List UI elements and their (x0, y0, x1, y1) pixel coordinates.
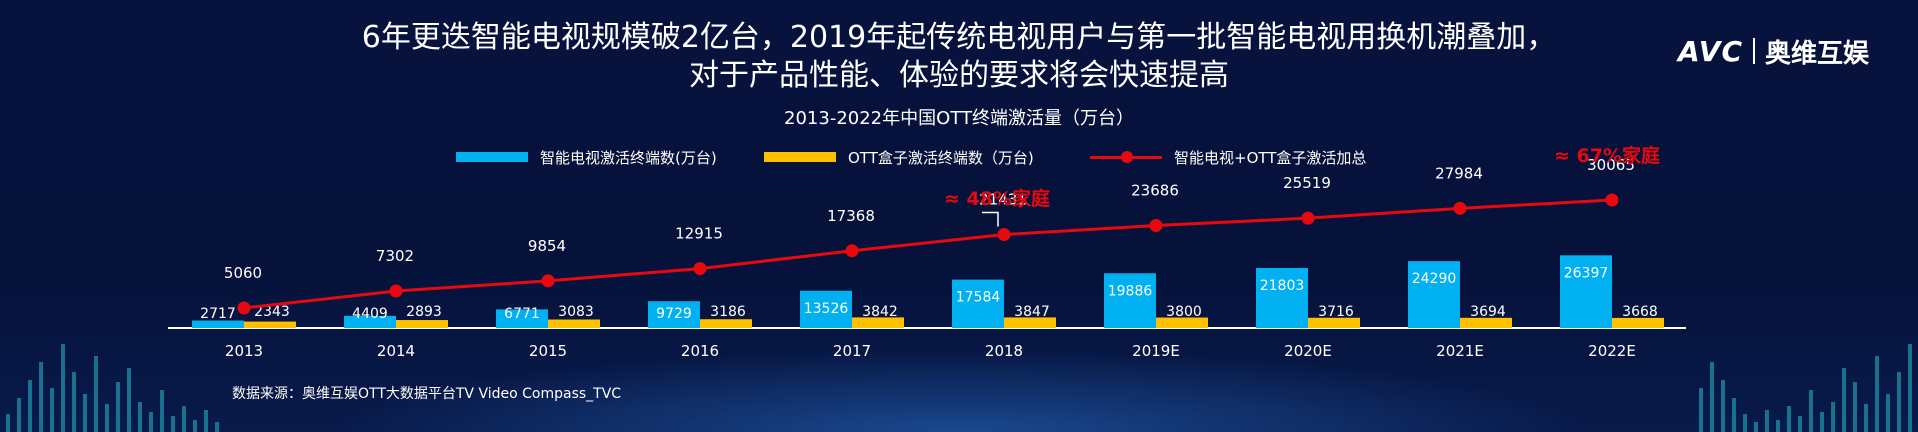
legend-label-total: 智能电视+OTT盒子激活加总 (1174, 148, 1367, 167)
data-label-smart-tv: 2717 (200, 306, 236, 322)
data-label-ott-box: 3186 (710, 304, 746, 320)
data-label-total: 30065 (1587, 156, 1635, 174)
data-label-total: 27984 (1435, 164, 1483, 182)
point-total (1605, 193, 1619, 207)
data-label-smart-tv: 9729 (656, 306, 692, 322)
data-label-smart-tv: 17584 (956, 290, 1001, 306)
bar-smart-tv (1560, 255, 1612, 328)
point-total (541, 274, 555, 288)
bar-smart-tv (1256, 267, 1308, 328)
data-label-ott-box: 3842 (862, 304, 898, 320)
point-total (997, 228, 1011, 242)
bar-smart-tv (1408, 261, 1460, 328)
bar-ott-box (1004, 317, 1056, 328)
data-label-ott-box: 3716 (1318, 304, 1354, 320)
data-label-ott-box: 3694 (1470, 304, 1506, 320)
data-label-smart-tv: 21803 (1260, 278, 1305, 294)
decorative-equalizer-bars (6, 344, 1912, 432)
point-total (237, 301, 251, 315)
x-tick-label: 2016 (681, 342, 719, 360)
bar-ott-box (396, 320, 448, 328)
point-total (693, 262, 707, 276)
legend-item-total: 智能电视+OTT盒子激活加总 (1090, 146, 1366, 168)
annotation-leader-line (982, 211, 999, 227)
x-tick-label: 2014 (377, 342, 415, 360)
data-label-total: 21431 (979, 191, 1027, 209)
point-total (389, 284, 403, 298)
x-tick-label: 2018 (985, 342, 1023, 360)
data-label-total: 7302 (376, 247, 414, 265)
legend-swatch-ott-box (764, 152, 836, 162)
bar-smart-tv (344, 315, 396, 328)
data-label-ott-box: 2343 (254, 304, 290, 320)
data-source-note: 数据来源：奥维互娱OTT大数据平台TV Video Compass_TVC (232, 386, 622, 402)
annotation-67-percent: ≈ 67%家庭 (1554, 144, 1660, 167)
bar-smart-tv (648, 301, 700, 328)
data-label-total: 5060 (224, 264, 262, 282)
chart-title: 2013-2022年中国OTT终端激活量（万台） (784, 108, 1134, 129)
headline-line-2: 对于产品性能、体验的要求将会快速提高 (689, 58, 1229, 93)
point-total (1453, 201, 1467, 215)
data-label-smart-tv: 4409 (352, 306, 388, 322)
data-label-ott-box: 3847 (1014, 304, 1050, 320)
legend-swatch-smart-tv (456, 152, 528, 162)
bar-ott-box (1460, 317, 1512, 328)
point-total (1301, 211, 1315, 225)
logo-mark: AVC (1678, 34, 1743, 68)
data-label-ott-box: 3668 (1622, 304, 1658, 320)
avc-logo: AVC 奥维互娱 (1678, 34, 1870, 69)
data-label-smart-tv: 24290 (1412, 271, 1457, 287)
x-tick-label: 2017 (833, 342, 871, 360)
bar-smart-tv (192, 320, 244, 328)
legend-label-ott-box: OTT盒子激活终端数（万台) (848, 148, 1034, 167)
x-tick-label: 2021E (1436, 342, 1484, 360)
logo-name: 奥维互娱 (1765, 38, 1870, 69)
bar-smart-tv (496, 309, 548, 328)
point-total (845, 244, 859, 258)
x-tick-label: 2019E (1132, 342, 1180, 360)
bar-ott-box (1156, 317, 1208, 328)
data-label-smart-tv: 13526 (804, 301, 849, 317)
data-label-total: 25519 (1283, 174, 1331, 192)
bar-ott-box (852, 317, 904, 328)
x-tick-label: 2020E (1284, 342, 1332, 360)
line-total (243, 198, 1613, 310)
data-label-ott-box: 3083 (558, 304, 594, 320)
bar-ott-box (548, 319, 600, 328)
logo-divider (1753, 38, 1755, 64)
x-tick-label: 2022E (1588, 342, 1636, 360)
legend-item-ott-box: OTT盒子激活终端数（万台) (764, 146, 1034, 168)
data-label-smart-tv: 19886 (1108, 283, 1153, 299)
data-label-ott-box: 3800 (1166, 304, 1202, 320)
data-label-total: 9854 (528, 237, 566, 255)
legend-swatch-total (1090, 150, 1162, 163)
bar-smart-tv (952, 279, 1004, 328)
data-label-smart-tv: 26397 (1564, 265, 1609, 281)
x-tick-label: 2015 (529, 342, 567, 360)
data-label-total: 12915 (675, 225, 723, 243)
data-label-total: 17368 (827, 207, 875, 225)
bar-ott-box (700, 319, 752, 328)
bar-smart-tv (800, 290, 852, 328)
data-label-total: 23686 (1131, 182, 1179, 200)
annotation-48-percent: ≈ 48%家庭 (944, 187, 1050, 210)
data-label-ott-box: 2893 (406, 304, 442, 320)
bar-ott-box (1612, 317, 1664, 328)
x-tick-label: 2013 (225, 342, 263, 360)
point-total (1149, 219, 1163, 233)
data-label-smart-tv: 6771 (504, 306, 540, 322)
legend-item-smart-tv: 智能电视激活终端数(万台) (456, 146, 717, 168)
headline-line-1: 6年更迭智能电视规模破2亿台，2019年起传统电视用户与第一批智能电视用换机潮叠… (361, 20, 1557, 55)
bar-ott-box (244, 321, 296, 328)
bar-ott-box (1308, 317, 1360, 328)
legend-label-smart-tv: 智能电视激活终端数(万台) (540, 148, 717, 167)
bar-smart-tv (1104, 273, 1156, 328)
